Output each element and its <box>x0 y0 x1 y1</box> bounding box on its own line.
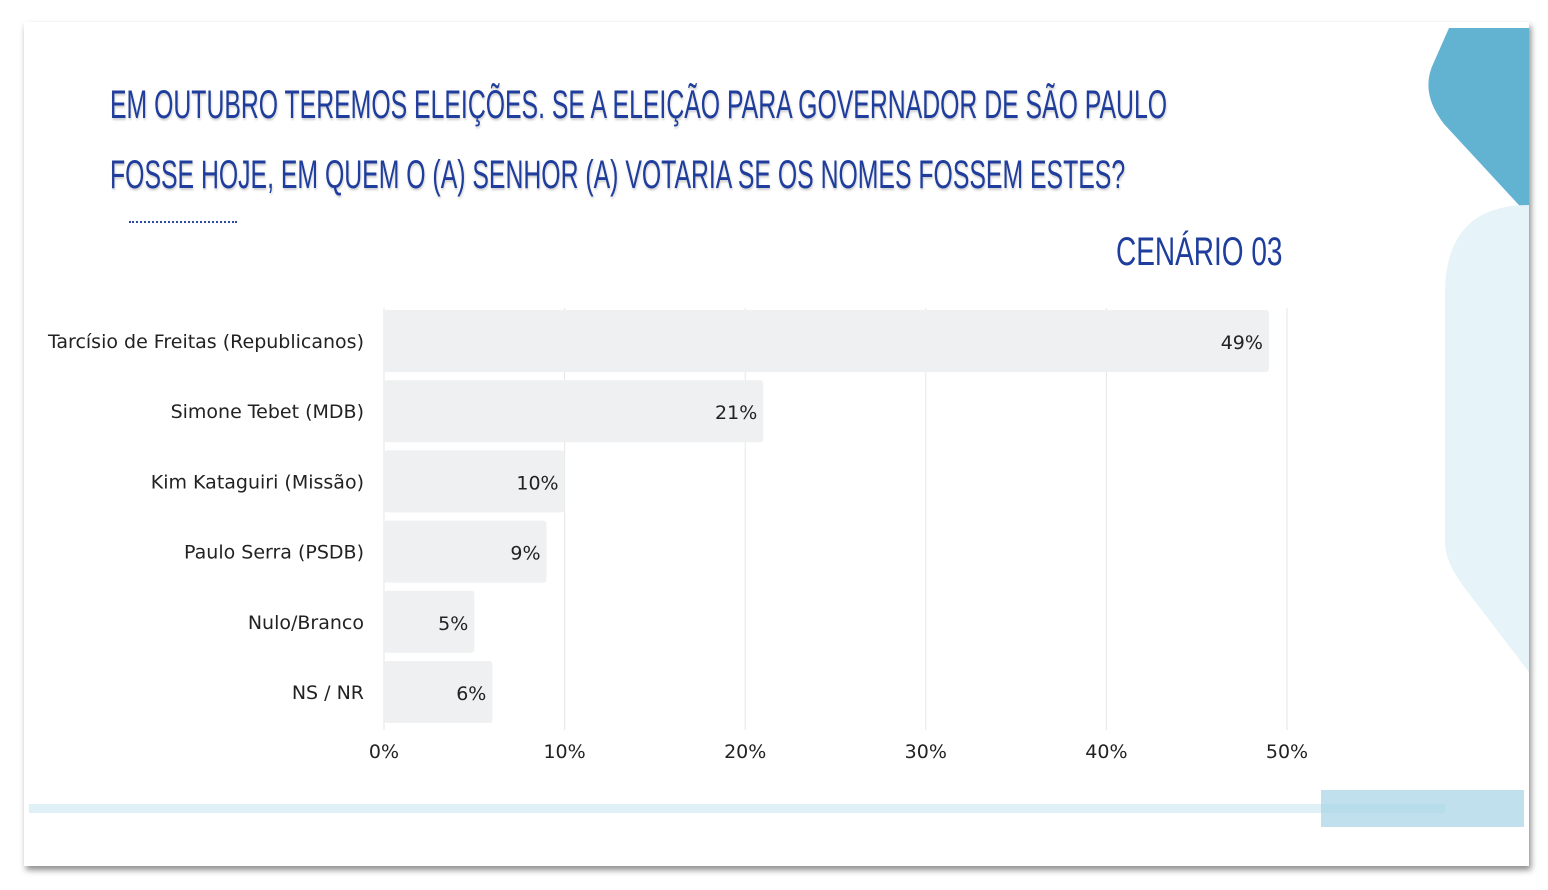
data-label: 5% <box>438 613 468 635</box>
decor-bottom-block <box>1321 790 1524 827</box>
category-label: Kim Kataguiri (Missão) <box>151 471 364 493</box>
data-label: 10% <box>516 472 558 494</box>
data-label: 49% <box>1221 332 1263 354</box>
x-tick-label: 50% <box>1266 741 1308 763</box>
title-line-2: FOSSE HOJE, EM QUEM O (A) SENHOR (A) VOT… <box>110 153 1126 197</box>
bar <box>384 520 547 583</box>
bar <box>384 310 1269 372</box>
decor-top-shape <box>1428 28 1529 216</box>
scenario-label: CENÁRIO 03 <box>1116 230 1354 275</box>
decor-bottom-line <box>29 804 1445 813</box>
title-line-1: EM OUTUBRO TEREMOS ELEIÇÕES. SE A ELEIÇÃ… <box>110 83 1168 127</box>
x-tick-label: 0% <box>369 741 399 763</box>
dotted-divider <box>129 221 237 223</box>
category-label: Tarcísio de Freitas (Republicanos) <box>47 331 364 353</box>
x-tick-label: 30% <box>905 741 947 763</box>
bar <box>384 450 565 513</box>
data-label: 9% <box>510 543 540 565</box>
category-label: Nulo/Branco <box>248 612 364 634</box>
bar <box>384 661 493 723</box>
category-label: Simone Tebet (MDB) <box>171 401 364 423</box>
decor-side-shape <box>1445 205 1529 672</box>
data-label: 6% <box>456 683 486 705</box>
x-tick-label: 10% <box>543 741 585 763</box>
chart-title: EM OUTUBRO TEREMOS ELEIÇÕES. SE A ELEIÇÃ… <box>110 70 1529 210</box>
decor-shapes <box>29 28 1529 827</box>
x-tick-label: 20% <box>724 741 766 763</box>
category-label: NS / NR <box>292 682 364 704</box>
scenario-text: CENÁRIO 03 <box>1116 230 1283 274</box>
slide: EM OUTUBRO TEREMOS ELEIÇÕES. SE A ELEIÇÃ… <box>24 22 1529 866</box>
category-label: Paulo Serra (PSDB) <box>184 542 364 564</box>
bar <box>384 380 764 443</box>
bar <box>384 590 475 653</box>
x-tick-label: 40% <box>1085 741 1127 763</box>
data-label: 21% <box>715 402 757 424</box>
